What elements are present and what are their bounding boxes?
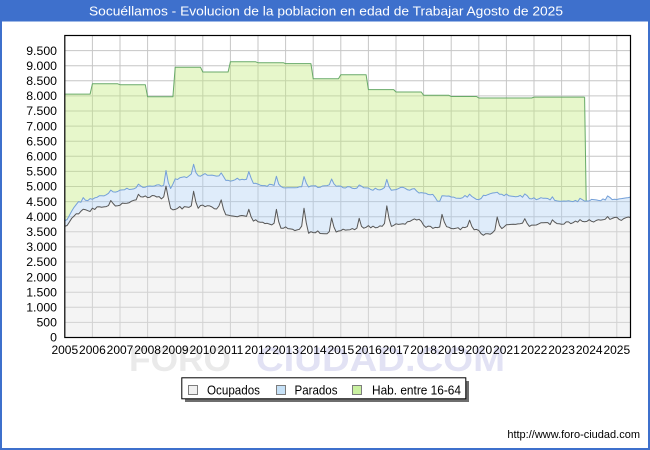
svg-text:2011: 2011 — [217, 343, 243, 357]
svg-text:2022: 2022 — [521, 343, 548, 357]
svg-text:2008: 2008 — [134, 343, 161, 357]
svg-text:7.500: 7.500 — [26, 104, 57, 118]
svg-text:Ocupados: Ocupados — [207, 383, 260, 398]
svg-text:2009: 2009 — [162, 343, 189, 357]
svg-text:Parados: Parados — [295, 383, 338, 398]
svg-text:2005: 2005 — [51, 343, 78, 357]
svg-text:2012: 2012 — [245, 343, 272, 357]
svg-text:9.000: 9.000 — [26, 59, 57, 73]
svg-text:4.500: 4.500 — [26, 195, 57, 209]
svg-text:5.500: 5.500 — [26, 165, 57, 179]
svg-text:2013: 2013 — [272, 343, 299, 357]
svg-text:2015: 2015 — [327, 343, 354, 357]
svg-text:FORO: FORO — [129, 341, 231, 379]
svg-text:500: 500 — [36, 316, 57, 330]
svg-text:2.500: 2.500 — [26, 255, 57, 269]
svg-text:4.000: 4.000 — [26, 210, 57, 224]
svg-text:8.000: 8.000 — [26, 89, 57, 103]
svg-text:2025: 2025 — [603, 343, 630, 357]
svg-text:6.000: 6.000 — [26, 150, 57, 164]
svg-text:2007: 2007 — [107, 343, 134, 357]
svg-text:0: 0 — [50, 331, 57, 345]
svg-text:9.500: 9.500 — [26, 44, 57, 58]
svg-text:3.500: 3.500 — [26, 225, 57, 239]
svg-text:2020: 2020 — [465, 343, 492, 357]
svg-text:2019: 2019 — [438, 343, 465, 357]
svg-text:3.000: 3.000 — [26, 240, 57, 254]
svg-text:7.000: 7.000 — [26, 119, 57, 133]
svg-text:2014: 2014 — [300, 343, 327, 357]
svg-text:6.500: 6.500 — [26, 134, 57, 148]
svg-text:2018: 2018 — [410, 343, 437, 357]
svg-text:8.500: 8.500 — [26, 74, 57, 88]
svg-text:2.000: 2.000 — [26, 270, 57, 284]
svg-text:2021: 2021 — [493, 343, 520, 357]
svg-text:Hab. entre 16-64: Hab. entre 16-64 — [372, 383, 461, 398]
svg-text:http://www.foro-ciudad.com: http://www.foro-ciudad.com — [507, 429, 640, 441]
svg-text:1.000: 1.000 — [26, 301, 57, 315]
svg-text:1.500: 1.500 — [26, 285, 57, 299]
svg-text:CIUDAD.COM: CIUDAD.COM — [256, 341, 505, 379]
svg-text:2006: 2006 — [79, 343, 106, 357]
svg-text:2017: 2017 — [383, 343, 410, 357]
svg-text:2016: 2016 — [355, 343, 382, 357]
svg-text:5.000: 5.000 — [26, 180, 57, 194]
svg-text:Socuéllamos - Evolucion de la: Socuéllamos - Evolucion de la poblacion … — [89, 4, 563, 19]
svg-text:2023: 2023 — [548, 343, 575, 357]
svg-text:2024: 2024 — [576, 343, 603, 357]
svg-text:2010: 2010 — [189, 343, 216, 357]
